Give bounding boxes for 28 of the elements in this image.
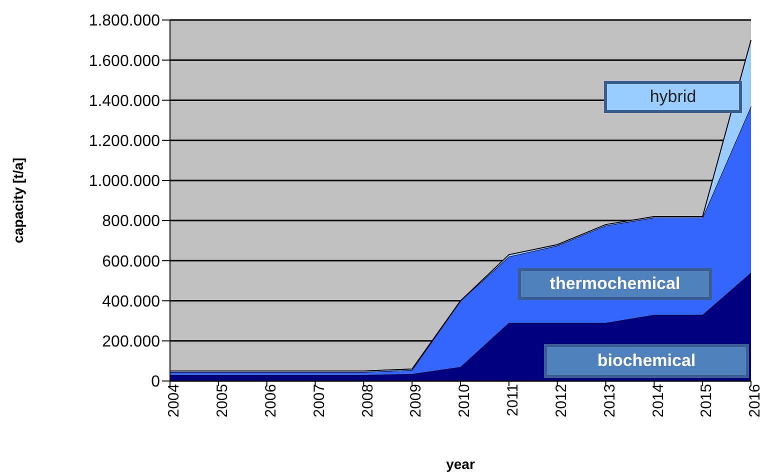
x-tick-label: 2016 <box>746 384 764 418</box>
x-tick-label: 2005 <box>214 384 232 418</box>
y-tick-label: 1.400.000 <box>88 92 160 110</box>
name-tag: thermochemical <box>518 268 712 300</box>
x-tick-label: 2014 <box>650 384 667 418</box>
y-tick-label: 1.000.000 <box>88 173 160 190</box>
name-tag: biochemical <box>544 344 749 378</box>
y-tick-label: 400.000 <box>102 293 160 310</box>
y-tick-label: 1.600.000 <box>88 52 160 70</box>
y-tick-label: 200.000 <box>102 334 160 351</box>
x-axis-title: year <box>446 456 476 472</box>
y-tick-label: 1.200.000 <box>88 133 160 150</box>
x-tick-label: 2006 <box>262 384 280 418</box>
x-tick-label: 2013 <box>601 384 618 418</box>
name-tag: hybrid <box>604 81 742 113</box>
y-tick-label: 0 <box>151 374 160 391</box>
y-tick-label: 1.800.000 <box>88 12 160 30</box>
x-tick-label: 2010 <box>456 384 474 418</box>
y-axis-title: capacity [t/a] <box>10 158 26 244</box>
x-tick-label: 2004 <box>166 384 183 418</box>
x-tick-label: 2008 <box>359 384 376 418</box>
x-tick-label: 2007 <box>310 384 328 418</box>
x-tick-label: 2011 <box>504 384 522 416</box>
x-tick-label: 2012 <box>552 384 570 418</box>
y-tick-label: 800.000 <box>102 213 160 230</box>
y-tick-label: 600.000 <box>102 253 160 270</box>
x-tick-label: 2015 <box>698 384 716 418</box>
x-tick-label: 2009 <box>408 384 425 418</box>
